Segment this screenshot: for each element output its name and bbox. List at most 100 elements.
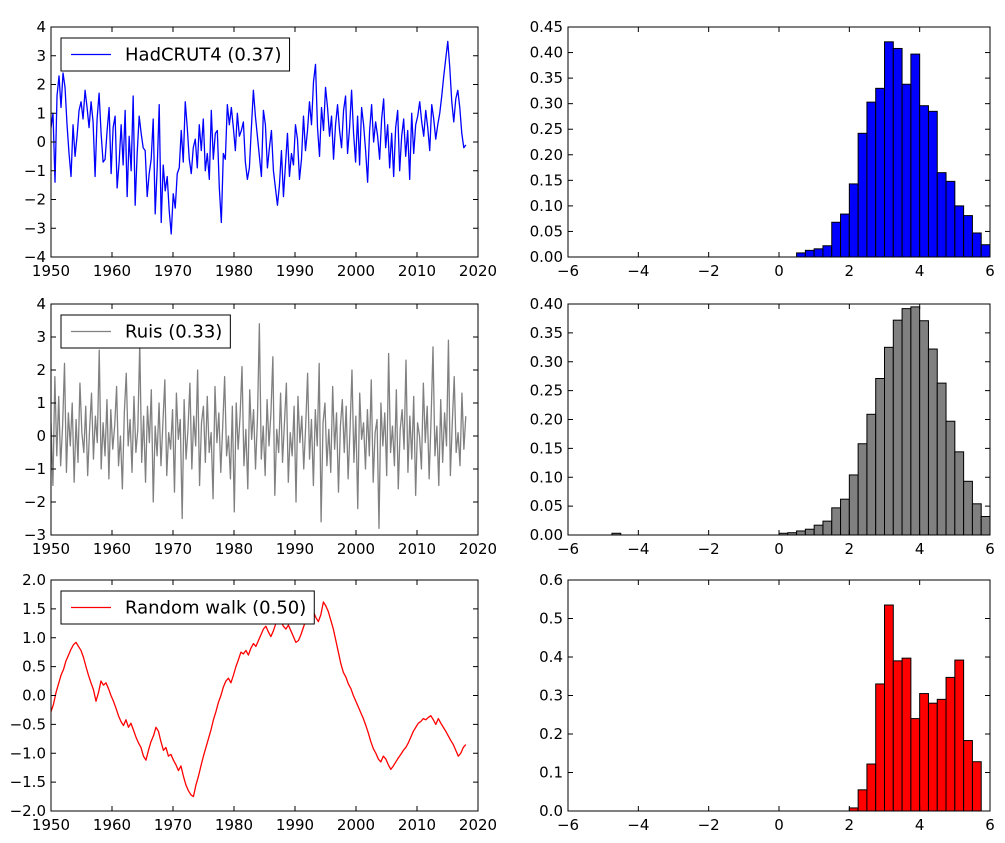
x-tick-label: 2 bbox=[845, 262, 855, 280]
x-tick-label: 2000 bbox=[337, 816, 375, 834]
histogram-bar bbox=[848, 474, 859, 535]
y-tick-label: 0.3 bbox=[539, 687, 563, 705]
x-tick-label: 4 bbox=[915, 262, 925, 280]
ts-ruis-series-line bbox=[51, 323, 467, 530]
ts-random-walk-axes: Random walk (0.50) 1950 1960 1970 1980 1990 20… bbox=[10, 571, 498, 834]
histogram-bar bbox=[954, 451, 965, 535]
y-tick-label: 0.35 bbox=[530, 69, 563, 87]
y-tick-label: 1.5 bbox=[22, 600, 46, 618]
hist-random-walk-axes: −6 −4 −2 0 2 4 6 0.0 0.1 0.2 0.3 0.4 0.5 0.6 bbox=[539, 571, 995, 834]
x-tick-label: 6 bbox=[985, 540, 995, 558]
y-tick-label: 0.5 bbox=[22, 658, 46, 676]
y-tick-label: 0.20 bbox=[530, 146, 563, 164]
y-tick-label: 4 bbox=[36, 18, 46, 36]
y-tick-label: 0.30 bbox=[530, 353, 563, 371]
histogram-bar bbox=[884, 41, 894, 257]
histogram-bar bbox=[813, 248, 824, 257]
x-tick-label: −2 bbox=[698, 262, 720, 280]
y-tick-label: 0.25 bbox=[530, 382, 563, 400]
histogram-bar bbox=[866, 763, 877, 811]
x-tick-label: 0 bbox=[774, 540, 784, 558]
histogram-bar bbox=[884, 604, 894, 811]
y-tick-label: 2 bbox=[36, 361, 46, 379]
y-tick-label: 0.25 bbox=[530, 120, 563, 138]
x-tick-label: −4 bbox=[627, 540, 649, 558]
y-tick-label: −0.5 bbox=[10, 715, 46, 733]
y-tick-label: 0.2 bbox=[539, 725, 563, 743]
x-tick-label: 1970 bbox=[154, 816, 192, 834]
x-tick-label: 2 bbox=[845, 540, 855, 558]
x-tick-label: 2020 bbox=[459, 540, 497, 558]
histogram-bar bbox=[813, 524, 824, 535]
histogram-bar bbox=[971, 761, 982, 811]
y-tick-label: 1 bbox=[36, 394, 46, 412]
x-tick-label: −4 bbox=[627, 262, 649, 280]
histogram-bar bbox=[804, 528, 815, 535]
y-tick-label: 0.15 bbox=[530, 439, 563, 457]
histogram-bar bbox=[919, 320, 929, 535]
ts-random-walk-series-line bbox=[51, 601, 467, 798]
y-tick-label: 0.0 bbox=[22, 687, 46, 705]
histogram-bar bbox=[971, 232, 982, 257]
y-tick-label: −1 bbox=[24, 460, 46, 478]
hist-ruis-bars bbox=[611, 306, 990, 535]
y-tick-label: −3 bbox=[24, 219, 46, 237]
ts-hadcrut-legend: HadCRUT4 (0.37) bbox=[60, 37, 291, 72]
x-tick-label: 4 bbox=[915, 540, 925, 558]
x-tick-label: 2010 bbox=[398, 540, 436, 558]
x-tick-label: 1960 bbox=[93, 816, 131, 834]
histogram-bar bbox=[910, 53, 921, 257]
histogram-bar bbox=[840, 498, 850, 535]
y-tick-label: −1.5 bbox=[10, 773, 46, 791]
y-tick-label: 0.30 bbox=[530, 95, 563, 113]
hist-ruis-axes: −6 −4 −2 0 2 4 6 0.00 0.05 0.10 0.15 0.20 0.25 0.30 0.… bbox=[530, 295, 995, 558]
histogram-bar bbox=[910, 718, 921, 811]
x-tick-label: 2010 bbox=[398, 262, 436, 280]
y-tick-label: 0.4 bbox=[539, 648, 563, 666]
y-tick-label: 0.10 bbox=[530, 468, 563, 486]
histogram-bar bbox=[857, 789, 868, 811]
y-tick-label: 1.0 bbox=[22, 629, 46, 647]
x-tick-label: 1950 bbox=[32, 816, 70, 834]
y-tick-label: −1 bbox=[24, 162, 46, 180]
ts-ruis-axes: Ruis (0.33) 1950 1960 1970 1980 1990 2000 2010 2… bbox=[24, 295, 497, 558]
histogram-bar bbox=[963, 215, 973, 257]
x-tick-label: −4 bbox=[627, 816, 649, 834]
x-tick-label: 1950 bbox=[32, 540, 70, 558]
x-tick-label: 6 bbox=[985, 262, 995, 280]
histogram-bar bbox=[927, 702, 938, 811]
histogram-bar bbox=[927, 110, 938, 257]
x-tick-label: −6 bbox=[557, 540, 579, 558]
x-tick-label: 2010 bbox=[398, 816, 436, 834]
histogram-bar bbox=[796, 252, 806, 257]
y-tick-label: 0.1 bbox=[539, 764, 563, 782]
y-tick-label: −1.0 bbox=[10, 744, 46, 762]
x-tick-label: 1990 bbox=[276, 816, 314, 834]
histogram-bar bbox=[910, 306, 921, 535]
x-tick-label: 2000 bbox=[337, 540, 375, 558]
y-tick-label: 2 bbox=[36, 76, 46, 94]
x-tick-label: 1990 bbox=[276, 262, 314, 280]
histogram-bar bbox=[919, 693, 929, 811]
y-tick-label: 3 bbox=[36, 47, 46, 65]
histogram-bar bbox=[901, 657, 912, 811]
x-tick-label: 1980 bbox=[215, 540, 253, 558]
ts-ruis-frame bbox=[50, 303, 479, 536]
y-tick-label: 0.40 bbox=[530, 295, 563, 313]
y-tick-label: −2 bbox=[24, 493, 46, 511]
x-tick-label: 6 bbox=[985, 816, 995, 834]
histogram-bar bbox=[822, 245, 833, 257]
histogram-bar bbox=[892, 47, 903, 257]
x-tick-label: 1970 bbox=[154, 262, 192, 280]
histogram-bar bbox=[866, 413, 877, 535]
y-tick-label: 1 bbox=[36, 104, 46, 122]
histogram-bar bbox=[884, 346, 894, 535]
legend-label: HadCRUT4 (0.37) bbox=[125, 45, 282, 66]
hist-random-walk-bars bbox=[848, 604, 982, 811]
y-tick-label: 4 bbox=[36, 295, 46, 313]
y-tick-label: 0 bbox=[36, 133, 46, 151]
y-tick-label: −4 bbox=[24, 248, 46, 266]
histogram-bar bbox=[866, 101, 877, 257]
y-tick-label: 0.40 bbox=[530, 44, 563, 62]
histogram-bar bbox=[857, 132, 868, 257]
